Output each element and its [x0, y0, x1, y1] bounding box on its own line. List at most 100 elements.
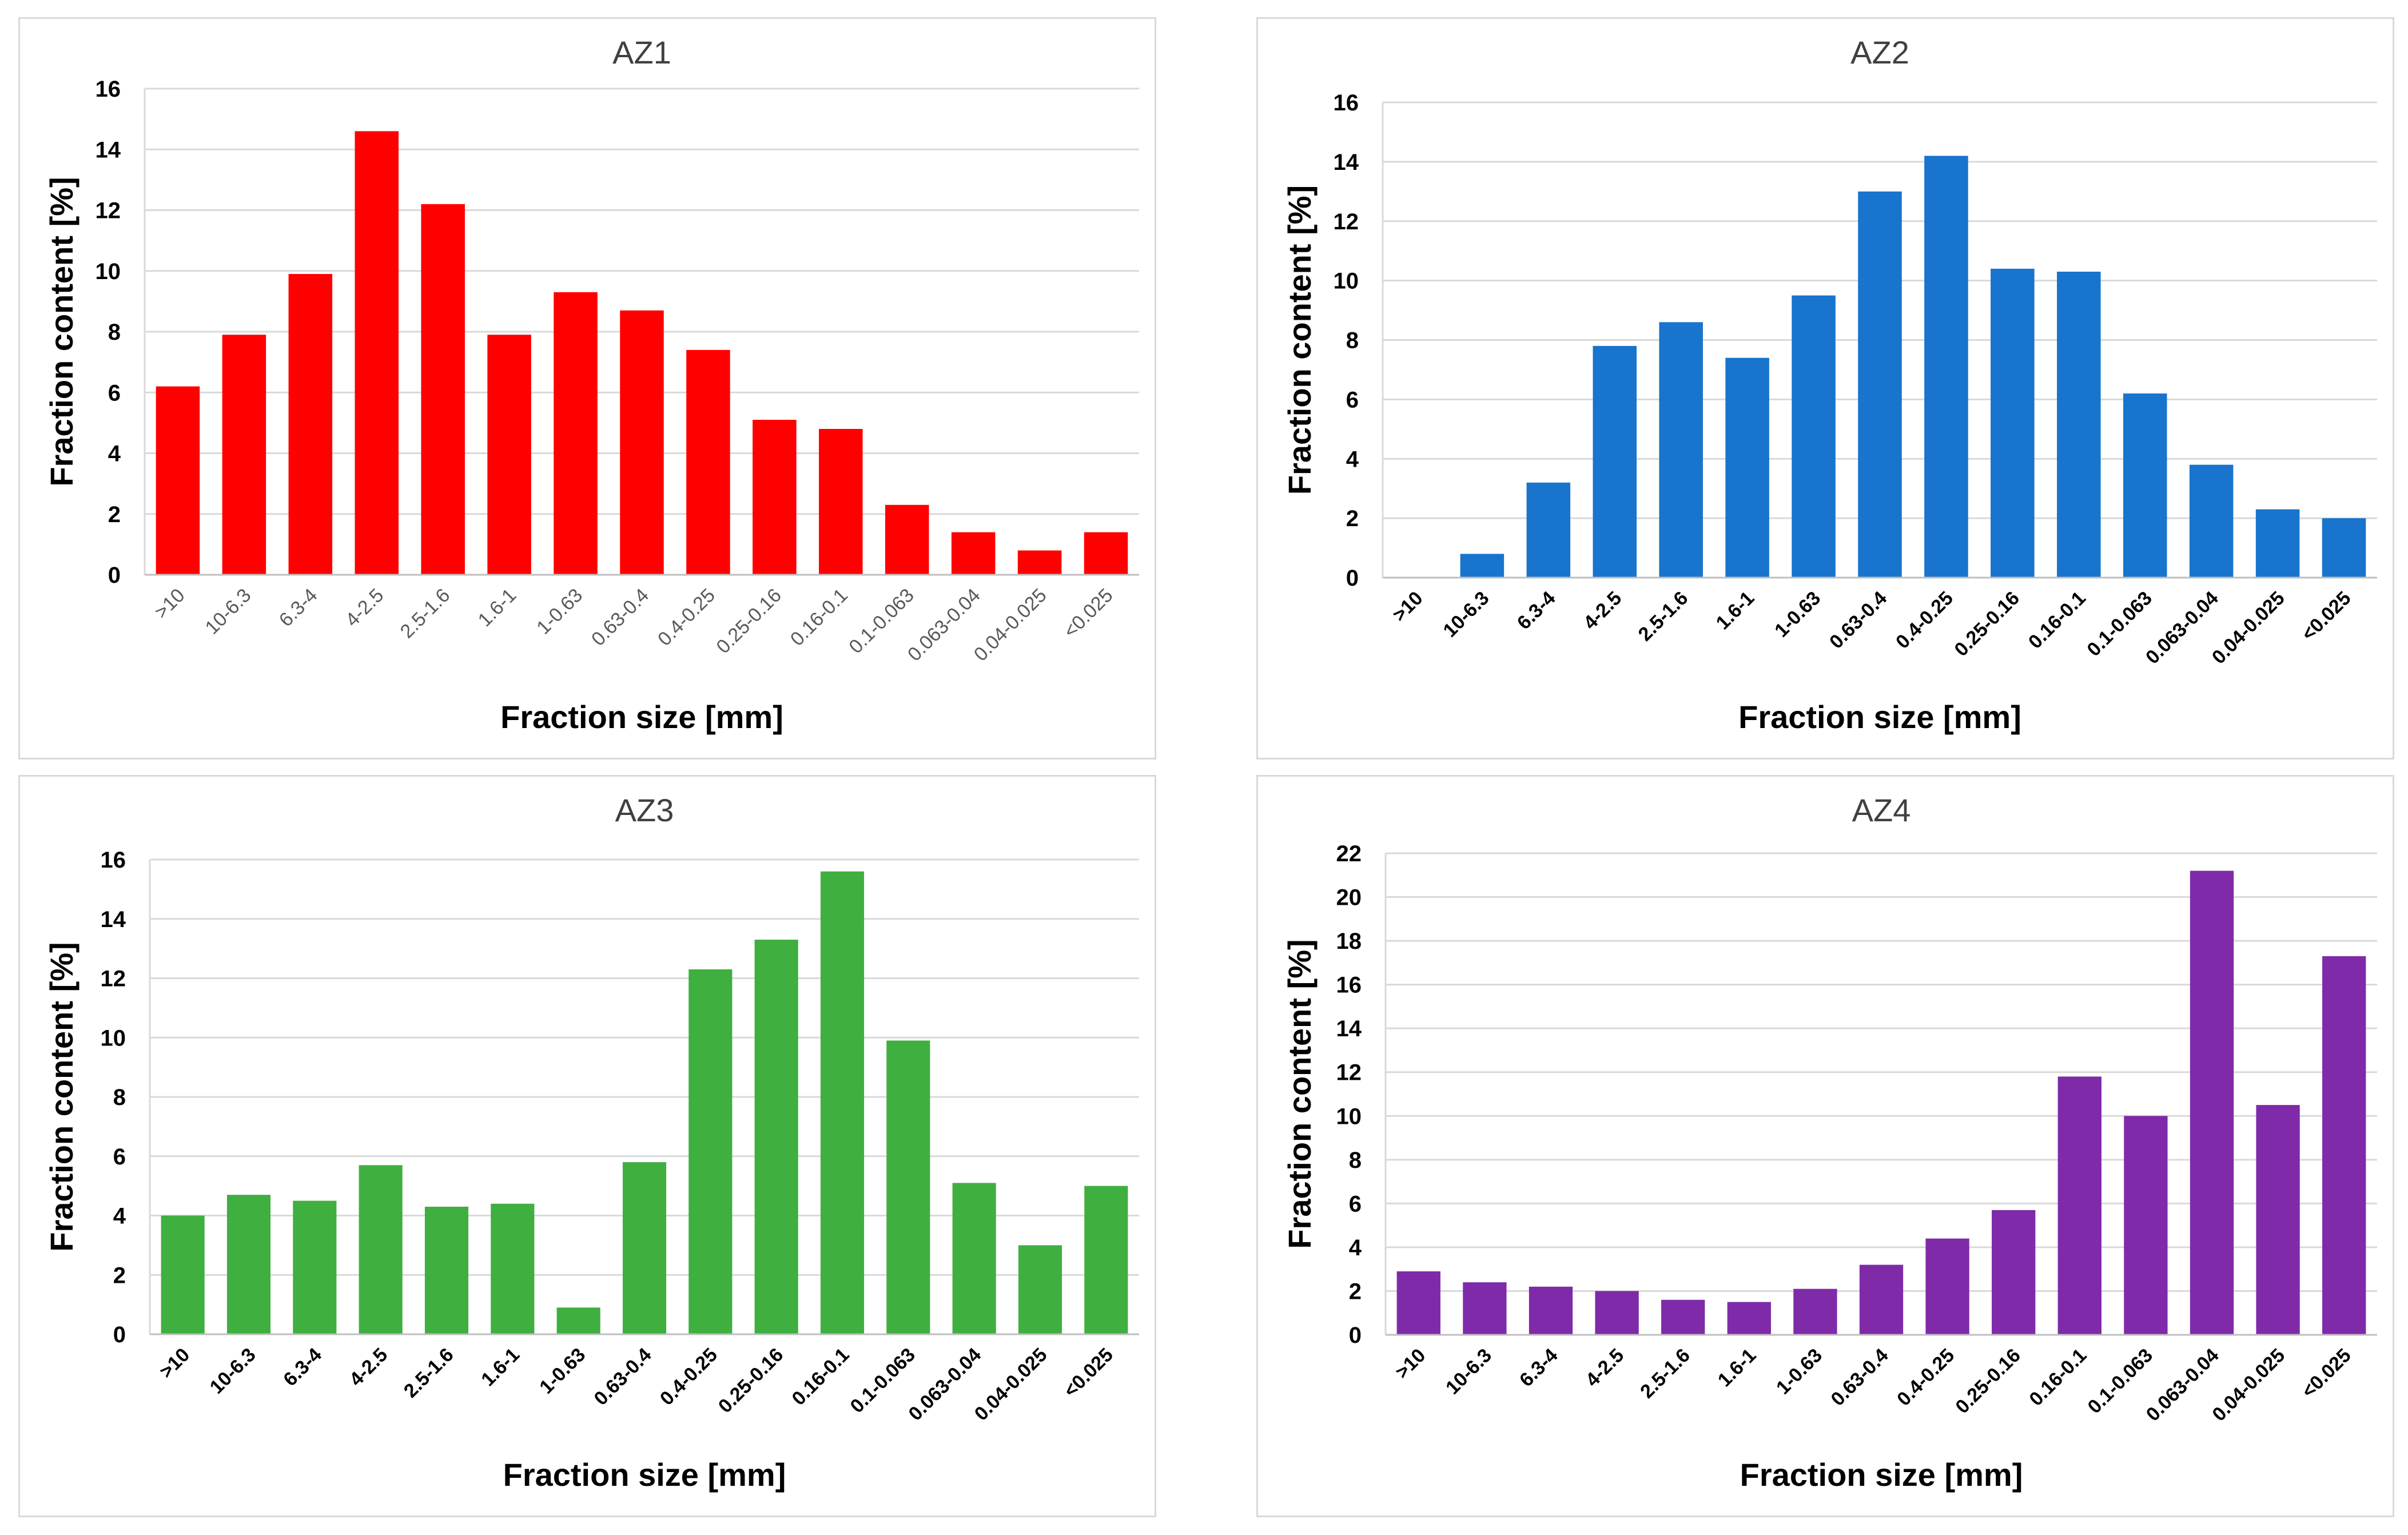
x-tick-label: 1-0.63 — [535, 1344, 590, 1398]
x-tick-label: 0.4-0.25 — [656, 1344, 722, 1410]
x-tick-label: 0.16-0.1 — [786, 584, 852, 650]
bar-3 — [1593, 345, 1637, 578]
bar-12 — [2190, 870, 2234, 1335]
x-tick-label: 0.63-0.4 — [1825, 587, 1891, 653]
x-tick-label: 0.04-0.025 — [2208, 1345, 2289, 1426]
chart-panel-az3: 0 2 4 6 8 10 12 14 16 >10 10-6.3 6.3-4 4-2.5 2.5-1.6 1… — [18, 775, 1156, 1517]
y-axis-label: Fraction content [%] — [43, 942, 79, 1251]
bar-4 — [424, 1206, 469, 1334]
y-tick-label: 14 — [95, 137, 121, 162]
x-tick-label: 2.5-1.6 — [400, 1344, 458, 1402]
bar-3 — [359, 1165, 403, 1334]
bar-2 — [1526, 482, 1571, 578]
y-tick-label: 0 — [1349, 1323, 1362, 1348]
bar-8 — [686, 349, 730, 575]
x-tick-label: 1-0.63 — [532, 584, 587, 639]
x-tick-label: <0.025 — [1060, 584, 1117, 642]
bar-9 — [754, 940, 798, 1334]
bar-12 — [2189, 464, 2234, 578]
bar-12 — [951, 532, 996, 575]
x-tick-label: 1-0.63 — [1770, 587, 1825, 642]
y-tick-label: 10 — [1336, 1104, 1362, 1129]
x-tick-label: 10-6.3 — [1442, 1345, 1496, 1399]
y-tick-label: 8 — [1349, 1148, 1362, 1173]
bar-1 — [1463, 1282, 1507, 1335]
x-axis-label: Fraction size [mm] — [500, 699, 783, 735]
y-tick-label: 22 — [1336, 841, 1362, 866]
y-tick-label: 0 — [113, 1322, 126, 1347]
bar-9 — [1991, 268, 2035, 578]
x-tick-label: 1.6-1 — [1712, 587, 1759, 634]
bar-10 — [820, 871, 865, 1334]
x-tick-label: 10-6.3 — [201, 584, 256, 639]
y-tick-label: 2 — [1346, 506, 1359, 531]
x-tick-label: 6.3-4 — [279, 1344, 326, 1391]
chart-az1: 0 2 4 6 8 10 12 14 16 >10 10-6.3 6.3-4 4-2.5 2.5-1.6 1… — [43, 34, 1139, 735]
x-tick-label: >10 — [1388, 587, 1427, 626]
bar-8 — [688, 969, 733, 1334]
bar-1 — [1460, 554, 1504, 578]
x-tick-label: 1.6-1 — [1714, 1345, 1761, 1391]
chart-title: AZ3 — [615, 792, 674, 828]
bar-11 — [885, 504, 929, 575]
x-axis-label: Fraction size [mm] — [1740, 1457, 2023, 1493]
bar-10 — [2057, 1076, 2101, 1335]
y-tick-label: 12 — [101, 967, 126, 992]
y-tick-label: 4 — [1349, 1235, 1362, 1260]
x-tick-label: 0.63-0.4 — [1827, 1345, 1893, 1410]
y-tick-label: 14 — [101, 907, 126, 932]
chart-title: AZ1 — [612, 34, 671, 70]
x-tick-label: 1.6-1 — [477, 1344, 524, 1391]
x-tick-label: 4-2.5 — [341, 584, 388, 631]
x-tick-label: 6.3-4 — [1513, 587, 1560, 634]
x-tick-label: 2.5-1.6 — [1636, 1345, 1694, 1403]
bar-13 — [2255, 509, 2300, 578]
x-tick-label: 6.3-4 — [275, 584, 322, 631]
x-tick-label: <0.025 — [2298, 587, 2355, 645]
y-tick-label: 12 — [1334, 209, 1359, 234]
bar-4 — [421, 204, 465, 575]
y-tick-label: 2 — [1349, 1279, 1362, 1304]
bar-8 — [1925, 1238, 1969, 1335]
bar-14 — [2322, 956, 2366, 1335]
bar-7 — [1859, 1264, 1904, 1335]
x-tick-label: <0.025 — [1060, 1344, 1117, 1402]
y-tick-label: 0 — [108, 563, 121, 588]
y-tick-label: 20 — [1336, 885, 1362, 910]
bar-6 — [1793, 1289, 1837, 1335]
y-tick-label: 16 — [95, 77, 121, 102]
bar-4 — [1661, 1299, 1705, 1335]
bar-13 — [1018, 1245, 1062, 1334]
y-tick-label: 14 — [1334, 150, 1359, 175]
bar-2 — [293, 1200, 337, 1334]
bar-10 — [2057, 272, 2101, 578]
chart-title: AZ2 — [1850, 34, 1909, 70]
bar-1 — [222, 335, 266, 575]
x-tick-label: 4-2.5 — [345, 1344, 392, 1391]
bar-1 — [226, 1195, 271, 1334]
chart-az2: 0 2 4 6 8 10 12 14 16 >10 10-6.3 6.3-4 4-2.5 2.5-1.6 1… — [1281, 34, 2377, 735]
y-tick-label: 2 — [108, 502, 121, 527]
bar-13 — [1017, 550, 1062, 575]
y-axis-label: Fraction content [%] — [43, 177, 79, 486]
bar-0 — [1396, 1271, 1440, 1335]
x-tick-label: 0.04-0.025 — [970, 584, 1051, 666]
y-tick-label: 16 — [1336, 973, 1362, 998]
x-tick-label: 6.3-4 — [1515, 1345, 1562, 1391]
bar-5 — [1727, 1302, 1771, 1335]
bar-9 — [1992, 1210, 2036, 1335]
x-tick-label: 0.16-0.1 — [2024, 587, 2090, 653]
x-tick-label: 0.4-0.25 — [1893, 1345, 1959, 1410]
x-tick-label: >10 — [156, 1344, 194, 1383]
bar-6 — [554, 292, 598, 575]
x-tick-label: 2.5-1.6 — [396, 584, 455, 643]
x-axis-label: Fraction size [mm] — [503, 1457, 786, 1493]
y-tick-label: 6 — [113, 1144, 126, 1170]
bar-7 — [620, 310, 664, 575]
y-tick-label: 10 — [1334, 269, 1359, 294]
x-tick-label: 0.63-0.4 — [590, 1344, 656, 1410]
x-tick-label: 10-6.3 — [206, 1344, 260, 1398]
y-axis-label: Fraction content [%] — [1281, 185, 1318, 495]
bar-5 — [1725, 357, 1769, 578]
x-tick-label: 0.4-0.25 — [654, 584, 719, 650]
